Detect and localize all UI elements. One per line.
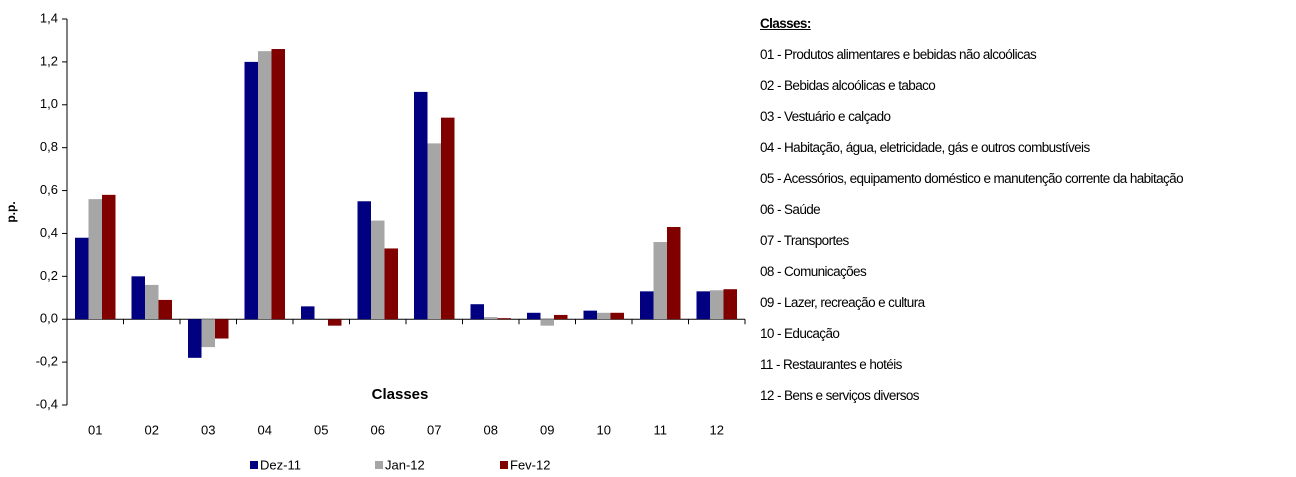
chart: -0,4 -0,2 0,0 0,2 0,4 0,6 0,8 1,0 1,2 1,4 p.p. Clas…	[4, 10, 746, 472]
y-tick-label: 0,6	[40, 182, 58, 197]
x-tick-label: 12	[710, 422, 724, 437]
bar	[384, 248, 398, 320]
bar	[640, 291, 654, 320]
class-item: 09 - Lazer, recreação e cultura	[760, 295, 925, 310]
class-item: 12 - Bens e serviços diversos	[760, 388, 920, 403]
x-tick-label: 03	[201, 422, 215, 437]
x-axis-title: Classes	[372, 386, 429, 403]
bar	[414, 91, 428, 320]
bar	[301, 306, 315, 320]
y-tick-label: 0,4	[40, 225, 58, 240]
bar	[158, 299, 172, 320]
y-tick-label: 1,2	[40, 53, 58, 68]
x-tick-label: 10	[597, 422, 611, 437]
bar	[328, 319, 342, 326]
bar	[427, 143, 441, 320]
x-tick-label: 09	[540, 422, 554, 437]
bar	[667, 227, 681, 320]
bar	[357, 201, 371, 320]
class-item: 01 - Produtos alimentares e bebidas não …	[760, 47, 1037, 62]
x-tick-label: 07	[427, 422, 441, 437]
class-item: 02 - Bebidas alcoólicas e tabaco	[760, 78, 936, 93]
x-tick-label: 04	[258, 422, 272, 437]
class-item: 06 - Saúde	[760, 202, 821, 217]
class-item: 08 - Comunicações	[760, 264, 867, 279]
bar	[527, 312, 541, 320]
bar	[484, 317, 498, 320]
bar	[696, 291, 710, 320]
plot-area	[67, 19, 745, 405]
class-list: Classes: 01 - Produtos alimentares e beb…	[760, 8, 1290, 411]
x-tick-label: 11	[654, 422, 668, 437]
bar	[371, 220, 385, 320]
y-tick-label: -0,2	[36, 354, 58, 369]
x-tick-label: 01	[88, 422, 102, 437]
x-tick-label: 02	[145, 422, 159, 437]
bar	[258, 51, 272, 320]
legend-label: Jan-12	[385, 457, 425, 472]
legend-label: Fev-12	[510, 457, 550, 472]
bar	[102, 194, 116, 320]
bar	[554, 314, 568, 320]
bar	[271, 49, 285, 320]
bar	[75, 237, 89, 320]
bar	[710, 290, 724, 320]
bar	[145, 284, 159, 320]
legend-label: Dez-11	[260, 457, 301, 472]
class-item: 07 - Transportes	[760, 233, 849, 248]
bar	[653, 242, 667, 320]
bar	[497, 318, 511, 320]
y-tick-label: 1,0	[40, 96, 58, 111]
x-tick-label: 06	[371, 422, 385, 437]
bar	[540, 319, 554, 326]
bar	[215, 319, 229, 339]
bar	[88, 199, 102, 320]
bar	[131, 276, 145, 320]
legend-swatch	[500, 461, 508, 469]
class-item: 11 - Restaurantes e hotéis	[760, 357, 902, 372]
x-tick-label: 08	[484, 422, 498, 437]
y-axis-title: p.p.	[4, 201, 18, 222]
y-tick-label: 0,2	[40, 268, 58, 283]
x-tick-label: 05	[314, 422, 328, 437]
class-item: 03 - Vestuário e calçado	[760, 109, 891, 124]
y-tick-label: 0,0	[40, 311, 58, 326]
bar	[244, 61, 258, 320]
legend-swatch	[250, 461, 258, 469]
bar	[610, 312, 624, 320]
bar	[470, 304, 484, 320]
class-item: 05 - Acessórios, equipamento doméstico e…	[760, 171, 1184, 186]
class-item: 10 - Educação	[760, 326, 840, 341]
y-tick-label: -0,4	[36, 396, 58, 411]
legend-swatch	[375, 461, 383, 469]
class-item: 04 - Habitação, água, eletricidade, gás …	[760, 140, 1090, 155]
bar	[201, 319, 215, 348]
class-list-title: Classes:	[760, 16, 811, 31]
bar	[441, 117, 455, 320]
y-tick-label: 1,4	[40, 10, 58, 25]
bar	[597, 312, 611, 320]
y-tick-label: 0,8	[40, 139, 58, 154]
bar	[188, 319, 202, 358]
bar	[583, 310, 597, 320]
bar	[723, 289, 737, 320]
